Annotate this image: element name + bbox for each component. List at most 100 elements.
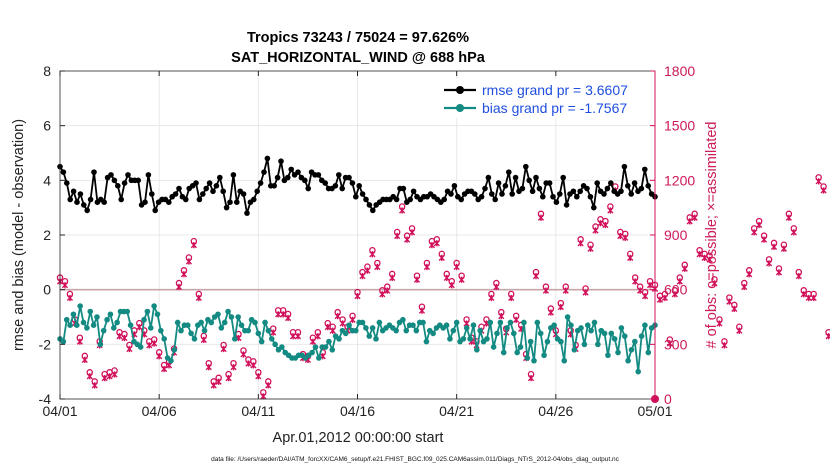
obs-assimilated-marker	[116, 333, 123, 340]
y-axis-left: -4 -2 0 2 4 6 8	[39, 63, 65, 407]
obs-assimilated-marker	[513, 316, 520, 323]
rmse-point	[121, 180, 128, 186]
rmse-point	[625, 183, 631, 189]
rmse-point	[570, 188, 577, 195]
x-tick-label: 04/11	[241, 403, 275, 419]
bias-point	[221, 319, 228, 326]
obs-assimilated-marker	[810, 294, 817, 302]
rmse-point	[489, 191, 495, 197]
rmse-point	[574, 193, 580, 200]
bias-point	[621, 333, 628, 339]
y-tick-label: -4	[39, 391, 52, 407]
bias-point	[524, 355, 531, 361]
rmse-point	[336, 172, 342, 178]
rmse-point	[604, 185, 611, 192]
obs-assimilated-marker	[399, 207, 406, 214]
bias-point	[420, 319, 426, 326]
legend: rmse grand pr = 3.6607 bias grand pr = -…	[436, 78, 652, 119]
bias-point	[410, 322, 416, 329]
bias-point	[595, 341, 601, 348]
bias-point	[571, 347, 578, 353]
obs-assimilated-marker	[121, 334, 128, 342]
y2-axis-label: # of obs: o=possible; ×=assimilated	[704, 122, 720, 349]
obs-assimilated-marker	[577, 240, 584, 247]
rmse-point	[108, 172, 114, 178]
bias-point	[376, 319, 383, 326]
rmse-point	[441, 196, 448, 203]
obs-assimilated-marker	[255, 373, 262, 380]
bias-point	[558, 338, 564, 345]
obs-assimilated-marker	[280, 311, 287, 318]
bias-point	[198, 319, 204, 326]
bias-point	[272, 341, 278, 348]
obs-assimilated-marker	[805, 294, 812, 302]
bias-point	[137, 344, 144, 350]
x-axis-label: Apr.01,2012 00:00:00 start	[273, 430, 444, 446]
bias-point	[191, 336, 198, 342]
obs-assimilated-marker	[379, 291, 386, 298]
obs-assimilated-marker	[532, 272, 540, 280]
bias-point	[541, 352, 547, 359]
obs-assimilated-marker	[691, 214, 698, 221]
rmse-point	[472, 191, 478, 197]
rmse-point	[166, 199, 172, 205]
rmse-point	[244, 210, 250, 216]
y2-tick-label: 900	[664, 227, 688, 243]
obs-assimilated-marker	[126, 345, 133, 353]
obs-assimilated-marker	[329, 327, 336, 334]
obs-assimilated-marker	[527, 375, 535, 382]
bias-point	[531, 357, 537, 364]
bias-point	[521, 319, 527, 326]
obs-assimilated-marker	[359, 272, 366, 280]
x-axis: 04/01 04/06 04/11 04/16 04/21 04/26 05/01	[42, 71, 673, 419]
bias-point	[568, 322, 574, 329]
rmse-point	[142, 199, 148, 205]
obs-assimilated-marker	[265, 382, 272, 389]
obs-assimilated-marker	[230, 364, 237, 371]
rmse-point	[458, 196, 465, 203]
rmse-point	[183, 196, 189, 203]
obs-assimilated-marker	[339, 320, 346, 327]
y2-tick-label: 1800	[664, 63, 695, 79]
rmse-point	[278, 158, 284, 164]
obs-assimilated-marker	[721, 342, 728, 349]
bias-point	[453, 319, 460, 326]
bias-point	[215, 311, 221, 318]
obs-assimilated-marker	[403, 236, 411, 243]
rmse-point	[302, 177, 308, 184]
rmse-point	[591, 204, 597, 211]
bias-point	[329, 347, 336, 353]
bias-point	[544, 338, 551, 345]
obs-assimilated-marker	[587, 245, 594, 252]
rmse-point	[172, 191, 179, 197]
bias-point	[591, 319, 598, 326]
obs-assimilated-marker	[780, 245, 788, 252]
bias-point	[467, 336, 473, 342]
obs-assimilated-marker	[185, 258, 193, 265]
rmse-point	[213, 183, 220, 189]
bias-point	[507, 319, 514, 326]
obs-assimilated-marker	[716, 320, 723, 327]
rmse-point	[519, 185, 526, 192]
obs-assimilated-marker	[289, 333, 297, 340]
rmse-point	[393, 196, 400, 203]
rmse-series	[57, 155, 658, 216]
bias-point	[174, 319, 181, 326]
rmse-point	[115, 183, 121, 189]
bias-point	[400, 316, 406, 323]
rmse-point	[60, 169, 67, 175]
obs-assimilated-marker	[627, 254, 634, 261]
y-axis-right: 0 300 600 900 1200 1500 1800	[650, 63, 695, 407]
bias-point	[74, 322, 80, 329]
bias-point	[511, 330, 517, 337]
rmse-point	[223, 204, 230, 211]
x-tick-label: 04/06	[142, 403, 177, 419]
obs-assimilated-marker	[790, 229, 797, 236]
bias-point	[201, 327, 208, 334]
obs-assimilated-marker	[632, 278, 639, 285]
obs-assimilated-marker	[741, 283, 748, 291]
bias-point	[632, 338, 638, 345]
rmse-point	[77, 191, 84, 197]
x-tick-label: 04/01	[42, 403, 77, 419]
obs-assimilated-marker	[676, 278, 683, 285]
